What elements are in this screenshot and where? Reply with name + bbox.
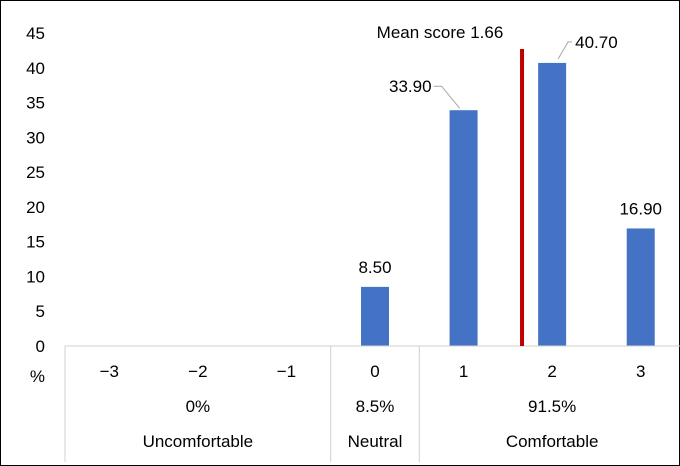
group-share-label: 8.5% [356,397,395,416]
mean-score-label: Mean score 1.66 [377,23,504,42]
y-tick-label: 35 [26,94,45,113]
x-tick-label: −2 [188,362,207,381]
y-tick-label: 5 [36,302,45,321]
y-tick-label: 45 [26,24,45,43]
data-label-leader [558,42,572,59]
y-tick-label: 40 [26,59,45,78]
y-tick-label: 15 [26,233,45,252]
x-tick-label: 2 [547,362,556,381]
y-tick-label: 30 [26,128,45,147]
x-tick-label: 3 [636,362,645,381]
data-label: 8.50 [358,258,391,277]
data-label: 40.70 [575,33,618,52]
bar-3 [627,228,655,346]
group-share-label: 91.5% [528,397,576,416]
x-tick-label: 1 [459,362,468,381]
group-name-label: Uncomfortable [143,432,254,451]
data-label-leader [434,86,460,108]
group-name-label: Neutral [348,432,403,451]
group-share-label: 0% [186,397,211,416]
group-name-label: Comfortable [506,432,599,451]
y-tick-label: 25 [26,163,45,182]
y-tick-label: 0 [36,337,45,356]
y-axis-unit-label: % [30,367,45,386]
x-tick-label: −3 [100,362,119,381]
bar-1 [450,110,478,346]
bar-0 [361,287,389,346]
y-tick-label: 20 [26,198,45,217]
data-label: 16.90 [619,199,662,218]
y-tick-label: 10 [26,267,45,286]
data-label: 33.90 [389,77,432,96]
x-tick-label: −1 [277,362,296,381]
bar-2 [538,63,566,346]
x-tick-label: 0 [370,362,379,381]
